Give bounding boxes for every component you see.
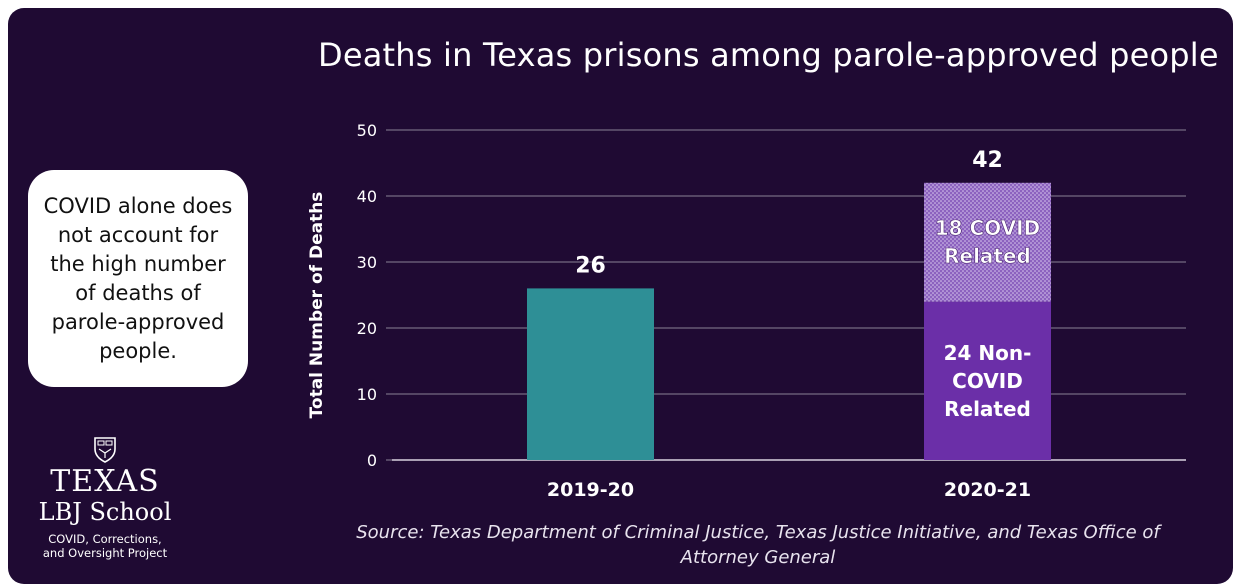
y-tick-label: 40 (357, 187, 377, 206)
logo-lbj-school: LBJ School (38, 498, 172, 526)
bar-total-label: 42 (972, 148, 1003, 173)
y-axis-label: Total Number of Deaths (307, 192, 327, 419)
y-tick-label: 30 (357, 253, 377, 272)
callout-text: COVID alone does not account for the hig… (43, 193, 233, 363)
chart-title: Deaths in Texas prisons among parole-app… (318, 36, 1219, 74)
texas-lbj-logo: TEXAS LBJ School COVID, Corrections, and… (20, 436, 190, 560)
logo-texas: TEXAS (50, 464, 160, 499)
bar-2020-21-base (924, 301, 1051, 460)
x-tick-label: 2020-21 (944, 479, 1031, 501)
bar-2019-20-base (527, 288, 654, 460)
callout-box: COVID alone does not account for the hig… (28, 170, 248, 387)
x-tick-label: 2019-20 (547, 479, 634, 501)
bar-segment-label: 18 COVID Related (935, 216, 1040, 268)
logo-project-line-2: and Oversight Project (42, 546, 168, 560)
bar-2020-21-covid (924, 182, 1051, 302)
bar-total-label: 26 (575, 253, 606, 278)
bar-segment-label: 24 Non-COVID Related (944, 341, 1032, 421)
y-tick-label: 10 (357, 385, 377, 404)
logo-project-line-1: COVID, Corrections, (48, 532, 162, 546)
shield-icon (94, 437, 116, 463)
y-tick-label: 0 (367, 451, 377, 470)
y-tick-label: 50 (357, 121, 377, 140)
source-note: Source: Texas Department of Criminal Jus… (356, 522, 1160, 568)
y-tick-label: 20 (357, 319, 377, 338)
